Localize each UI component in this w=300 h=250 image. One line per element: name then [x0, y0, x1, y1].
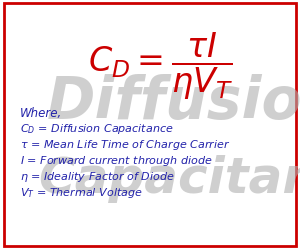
FancyBboxPatch shape [4, 4, 296, 246]
Text: Capacitance: Capacitance [38, 154, 300, 202]
Text: $\tau$ = Mean Life Time of Charge Carrier: $\tau$ = Mean Life Time of Charge Carrie… [20, 138, 230, 151]
Text: $V_T$ = Thermal Voltage: $V_T$ = Thermal Voltage [20, 185, 143, 199]
Text: Diffusion: Diffusion [46, 74, 300, 131]
Text: $I$ = Forward current through diode: $I$ = Forward current through diode [20, 154, 212, 167]
Text: $C_D$ = Diffusion Capacitance: $C_D$ = Diffusion Capacitance [20, 122, 174, 136]
Text: $\eta$ = Ideality Factor of Diode: $\eta$ = Ideality Factor of Diode [20, 169, 175, 183]
Text: $\mathit{C_D} = \dfrac{\tau I}{\eta V_T}$: $\mathit{C_D} = \dfrac{\tau I}{\eta V_T}… [88, 30, 232, 101]
Text: Where,: Where, [20, 106, 62, 119]
